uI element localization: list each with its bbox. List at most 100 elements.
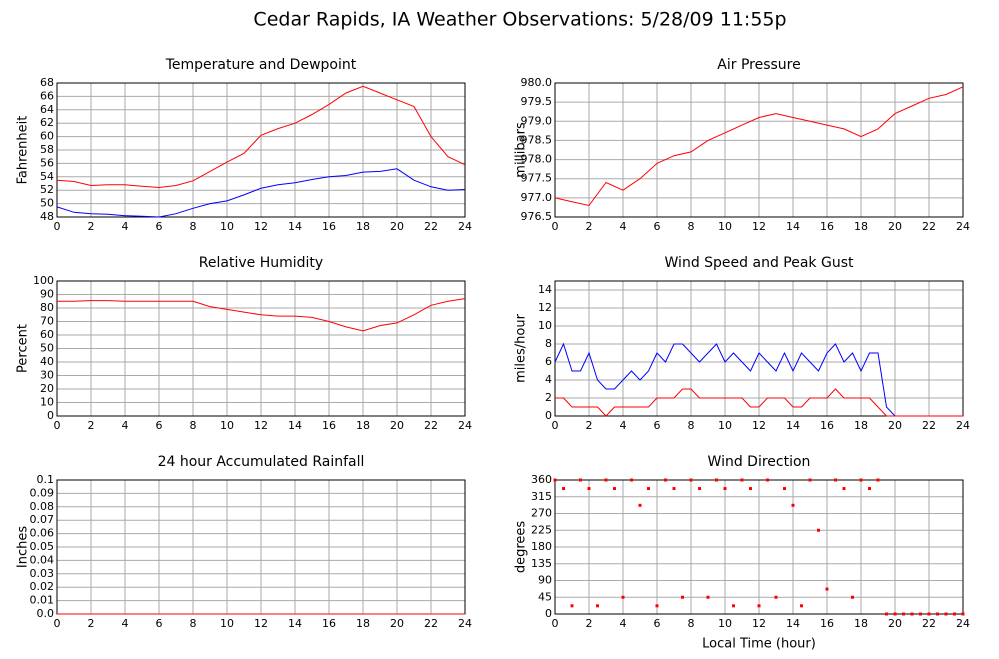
y-tick-label: 0.02: [30, 580, 55, 593]
x-tick-label: 24: [956, 617, 970, 630]
x-tick-label: 6: [156, 617, 163, 630]
data-point: [910, 612, 914, 616]
y-tick-label: 58: [40, 143, 54, 156]
y-tick-label: 70: [40, 315, 54, 328]
chart-title: Wind Speed and Peak Gust: [665, 255, 854, 271]
x-tick-label: 4: [620, 617, 627, 630]
y-axis-label: Inches: [16, 526, 31, 568]
data-point: [715, 478, 718, 482]
x-tick-label: 14: [786, 220, 800, 233]
y-tick-label: 14: [538, 283, 552, 296]
chart-title: Air Pressure: [717, 57, 800, 73]
y-axis-label: Fahrenheit: [16, 116, 31, 185]
data-line: [56, 168, 466, 218]
y-tick-label: 0.05: [30, 540, 55, 553]
x-tick-label: 18: [356, 220, 370, 233]
y-tick-label: 12: [538, 301, 552, 314]
x-tick-label: 20: [888, 220, 902, 233]
data-point: [757, 604, 761, 608]
y-tick-label: 0.03: [30, 567, 55, 580]
data-point: [723, 487, 727, 491]
x-tick-label: 24: [458, 220, 472, 233]
plot-frame: [554, 280, 964, 417]
x-tick-label: 18: [854, 617, 868, 630]
data-point: [740, 478, 744, 482]
plot-frame: [56, 280, 466, 417]
data-point: [774, 595, 778, 599]
x-tick-label: 10: [220, 419, 234, 432]
x-tick-label: 18: [854, 419, 868, 432]
data-point: [562, 487, 565, 491]
x-tick-label: 20: [390, 419, 404, 432]
y-tick-label: 135: [531, 557, 552, 570]
chart-title: Wind Direction: [708, 454, 811, 470]
x-tick-label: 12: [254, 419, 268, 432]
x-tick-label: 6: [654, 220, 661, 233]
data-point: [596, 604, 599, 608]
y-axis-label: millibars: [514, 122, 529, 178]
x-tick-label: 16: [322, 419, 336, 432]
x-tick-label: 4: [620, 419, 627, 432]
y-tick-label: 270: [531, 507, 552, 520]
x-tick-label: 20: [888, 419, 902, 432]
x-tick-label: 0: [552, 419, 559, 432]
data-point: [621, 595, 625, 599]
y-tick-label: 64: [40, 103, 54, 116]
y-tick-label: 68: [40, 76, 54, 89]
y-tick-label: 20: [40, 382, 54, 395]
x-tick-label: 12: [254, 220, 268, 233]
x-tick-label: 4: [122, 617, 129, 630]
x-tick-label: 0: [54, 220, 61, 233]
data-point: [664, 478, 667, 482]
y-tick-label: 978.5: [521, 133, 553, 146]
chart-title: Relative Humidity: [199, 255, 323, 271]
x-tick-label: 18: [356, 419, 370, 432]
y-tick-label: 0: [47, 409, 54, 422]
x-tick-label: 22: [922, 220, 936, 233]
x-tick-label: 22: [922, 419, 936, 432]
y-tick-label: 4: [545, 373, 552, 386]
y-tick-label: 45: [538, 590, 552, 603]
data-point: [851, 595, 854, 599]
plot-frame: [554, 82, 964, 218]
x-tick-label: 12: [752, 220, 766, 233]
x-tick-label: 16: [322, 617, 336, 630]
x-tick-label: 2: [88, 617, 95, 630]
y-tick-label: 0: [545, 409, 552, 422]
x-tick-label: 14: [288, 617, 302, 630]
data-point: [859, 478, 863, 482]
x-tick-label: 16: [820, 617, 834, 630]
x-tick-label: 0: [54, 419, 61, 432]
data-point: [732, 604, 735, 608]
x-tick-label: 14: [786, 419, 800, 432]
y-tick-label: 977.5: [521, 172, 553, 185]
x-axis-label: Local Time (hour): [702, 637, 816, 652]
chart-title: 24 hour Accumulated Rainfall: [158, 454, 365, 470]
x-tick-label: 14: [288, 220, 302, 233]
y-tick-label: 0.09: [30, 486, 55, 499]
x-tick-label: 8: [688, 220, 695, 233]
y-tick-label: 976.5: [521, 210, 553, 223]
y-tick-label: 360: [531, 473, 552, 486]
y-tick-label: 30: [40, 369, 54, 382]
data-point: [638, 503, 642, 507]
x-tick-label: 22: [424, 220, 438, 233]
data-point: [706, 595, 710, 599]
x-tick-label: 2: [586, 220, 593, 233]
y-tick-label: 0.07: [30, 513, 55, 526]
x-tick-label: 18: [356, 617, 370, 630]
x-tick-label: 16: [820, 419, 834, 432]
data-point: [587, 487, 591, 491]
x-tick-label: 24: [956, 220, 970, 233]
x-tick-label: 10: [718, 617, 732, 630]
data-point: [876, 478, 880, 482]
x-tick-label: 20: [390, 617, 404, 630]
data-point: [961, 612, 965, 616]
y-tick-label: 90: [538, 574, 552, 587]
y-tick-label: 62: [40, 116, 54, 129]
x-tick-label: 8: [190, 617, 197, 630]
y-tick-label: 48: [40, 210, 54, 223]
x-tick-label: 20: [888, 617, 902, 630]
x-tick-label: 20: [390, 220, 404, 233]
y-tick-label: 54: [40, 170, 54, 183]
